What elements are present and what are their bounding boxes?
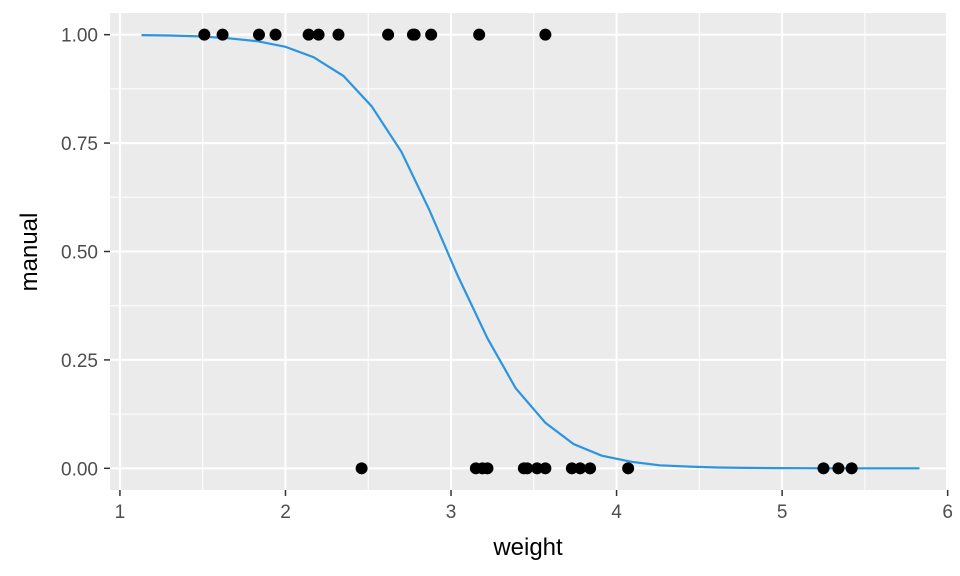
data-point [832,462,845,475]
data-point [845,462,858,475]
data-point [481,462,494,475]
data-point [312,28,325,41]
axis-ticks [104,33,949,496]
data-point [269,28,282,41]
y-axis-title: manual [16,213,43,292]
data-point [216,28,229,41]
x-tick-label: 3 [446,502,457,523]
data-point [198,28,211,41]
fitted-curve-line [141,34,920,470]
data-point [817,462,830,475]
data-point [531,462,544,475]
major-grid [110,13,949,490]
y-tick-label: 0.50 [61,243,98,264]
data-point [565,462,578,475]
y-tick-label: 0.25 [61,351,98,372]
y-tick-label: 0.75 [61,134,98,155]
data-point [252,28,265,41]
data-point [539,28,552,41]
y-tick-labels: 0.00 0.25 0.50 0.75 1.00 [61,26,98,481]
x-tick-label: 2 [280,502,291,523]
data-point [332,28,345,41]
data-point [355,462,368,475]
fitted-curve-layer [141,34,920,470]
x-tick-labels: 1 2 3 4 5 6 [115,502,953,523]
data-points-layer [198,28,858,475]
data-point [539,462,552,475]
y-tick-label: 1.00 [61,26,98,47]
data-point [425,28,438,41]
data-point [622,462,635,475]
data-point [408,28,421,41]
x-tick-label: 5 [777,502,788,523]
y-tick-label: 0.00 [61,459,98,480]
x-tick-label: 6 [942,502,953,523]
x-tick-label: 4 [611,502,622,523]
data-point [521,462,534,475]
data-point [574,462,587,475]
data-point [473,28,486,41]
data-point [382,28,395,41]
x-tick-label: 1 [115,502,126,523]
x-axis-title: weight [492,534,563,561]
data-point [584,462,597,475]
data-point [302,28,315,41]
